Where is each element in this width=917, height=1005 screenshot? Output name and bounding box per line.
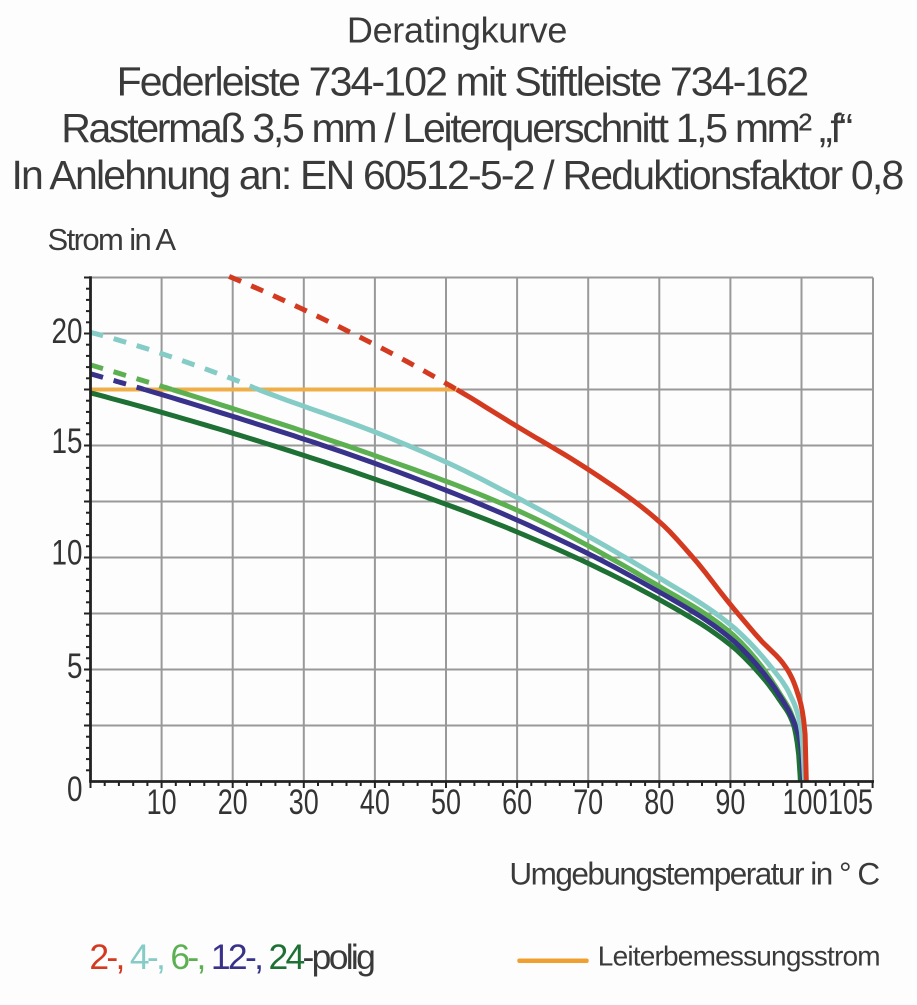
svg-text:Umgebungstemperatur in ° C: Umgebungstemperatur in ° C — [509, 856, 879, 892]
svg-text:20: 20 — [52, 311, 83, 351]
svg-text:90: 90 — [715, 782, 745, 822]
svg-text:0: 0 — [67, 769, 83, 809]
svg-text:30: 30 — [289, 782, 319, 822]
svg-text:Deratingkurve: Deratingkurve — [347, 10, 567, 51]
svg-text:10: 10 — [52, 532, 83, 572]
svg-text:100: 100 — [783, 782, 828, 822]
svg-text:20: 20 — [218, 782, 248, 822]
svg-text:70: 70 — [573, 782, 603, 822]
svg-text:10: 10 — [147, 782, 177, 822]
svg-text:40: 40 — [360, 782, 390, 822]
svg-text:In Anlehnung an: EN 60512-5-2: In Anlehnung an: EN 60512-5-2 / Reduktio… — [11, 152, 903, 198]
svg-text:Federleiste 734-102 mit Stiftl: Federleiste 734-102 mit Stiftleiste 734-… — [117, 58, 808, 104]
svg-text:Leiterbemessungsstrom: Leiterbemessungsstrom — [598, 941, 880, 972]
svg-text:Rastermaß 3,5 mm / Leiterquers: Rastermaß 3,5 mm / Leiterquerschnitt 1,5… — [61, 105, 852, 151]
svg-text:105: 105 — [828, 782, 873, 822]
svg-text:60: 60 — [502, 782, 532, 822]
svg-text:Strom in A: Strom in A — [48, 222, 177, 257]
svg-text:5: 5 — [67, 646, 83, 686]
svg-text:50: 50 — [431, 782, 461, 822]
svg-text:2-, 4-, 6-, 12-, 24-polig: 2-, 4-, 6-, 12-, 24-polig — [89, 937, 374, 977]
svg-text:15: 15 — [52, 421, 83, 461]
svg-text:80: 80 — [644, 782, 674, 822]
